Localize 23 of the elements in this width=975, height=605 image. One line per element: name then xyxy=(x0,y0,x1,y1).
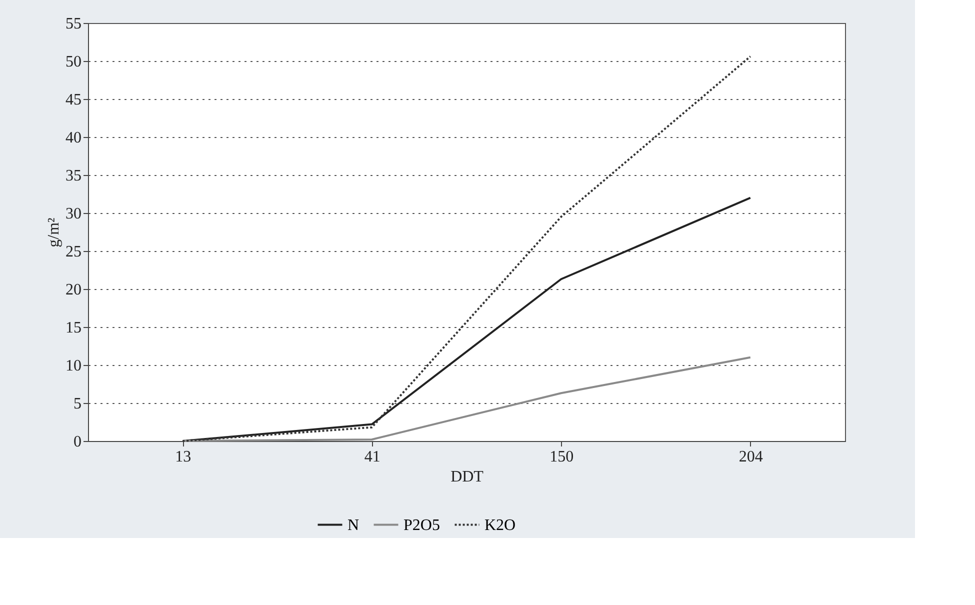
y-tick-label: 15 xyxy=(66,320,82,336)
y-tick-label: 40 xyxy=(66,130,82,146)
y-tick-label: 30 xyxy=(66,206,82,222)
y-tick-label: 35 xyxy=(66,168,82,184)
x-tick-label: 41 xyxy=(364,448,380,466)
y-tick-label: 50 xyxy=(66,54,82,70)
y-tick-label: 10 xyxy=(66,358,82,374)
y-axis-title: g/m² xyxy=(46,217,62,248)
x-axis-title: DDT xyxy=(450,468,484,486)
y-tick-label: 25 xyxy=(66,244,82,260)
x-tick-label: 150 xyxy=(550,448,574,466)
line-series xyxy=(182,55,752,442)
y-tick-label: 0 xyxy=(74,434,82,450)
y-tick-label: 55 xyxy=(66,16,82,32)
legend-label: N xyxy=(348,516,360,534)
legend-label: P2O5 xyxy=(404,516,440,534)
line-series xyxy=(182,356,752,442)
y-tick-label: 20 xyxy=(66,282,82,298)
y-tick-label: 5 xyxy=(74,396,82,412)
legend-label: K2O xyxy=(484,516,516,534)
x-tick-label: 13 xyxy=(175,448,192,466)
y-tick-label: 45 xyxy=(66,92,82,108)
x-tick-label: 204 xyxy=(738,448,763,466)
